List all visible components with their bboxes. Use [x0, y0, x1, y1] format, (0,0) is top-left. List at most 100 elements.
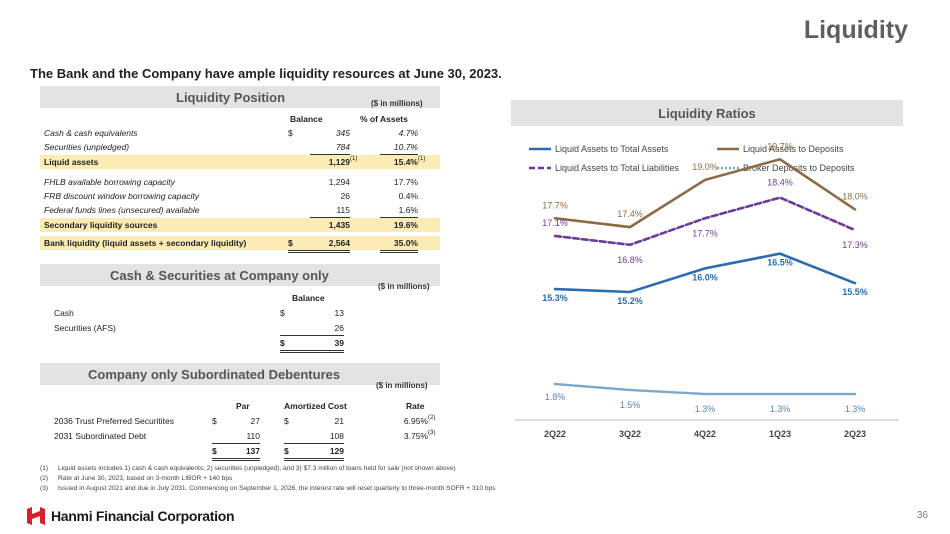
- row-pct: 1.6%: [398, 205, 418, 215]
- company-logo: Hanmi Financial Corporation: [26, 506, 235, 526]
- data-label: 1.5%: [620, 400, 641, 410]
- table-row: Securities (AFS) 26: [40, 321, 440, 335]
- footnote-ref: (3): [428, 430, 436, 436]
- table-row: Cash $ 13: [40, 306, 440, 320]
- currency-symbol: $: [212, 446, 217, 456]
- row-pct: 19.6%: [393, 220, 418, 230]
- legend-label: Liquid Assets to Total Liabilities: [555, 163, 679, 173]
- footnote-item: (3) Issued in August 2021 and due in July…: [40, 485, 496, 492]
- row-label: Securities (AFS): [54, 323, 116, 333]
- footnote-ref: (2): [428, 415, 436, 421]
- footnote-item: (1) Liquid assets includes 1) cash & cash…: [40, 465, 456, 472]
- subtotal-rule: [280, 335, 344, 336]
- row-rate: 3.75%: [403, 431, 428, 441]
- row-label: 2036 Trust Preferred Securitites: [54, 416, 175, 426]
- liquidity-position-table: Balance % of Assets Cash & cash equivale…: [40, 112, 440, 254]
- series-line: [553, 252, 857, 294]
- row-label: FHLB available borrowing capacity: [44, 177, 175, 187]
- chart-plot-area: 15.3% 15.2% 16.0% 16.5% 15.5% 17.7% 17.4% 19.0%…: [542, 141, 868, 414]
- series-line: [553, 382, 857, 396]
- data-label: 18.0%: [842, 191, 868, 201]
- table-row: Cash & cash equivalents $ 345 4.7%: [40, 126, 440, 140]
- row-pct: 10.7%: [393, 142, 418, 152]
- footnote-item: (2) Rate at June 30, 2023, based on 3-mon…: [40, 475, 233, 482]
- data-label: 19.7%: [767, 141, 793, 151]
- data-label: 17.7%: [542, 200, 568, 210]
- subtotal-rule: [284, 443, 344, 444]
- x-tick-label: 1Q23: [769, 429, 791, 439]
- data-label: 16.0%: [692, 272, 718, 282]
- page-subtitle: The Bank and the Company have ample liqu…: [30, 66, 502, 81]
- currency-symbol: $: [280, 338, 285, 348]
- chart-legend: Liquid Assets to Total Assets Liquid Asse…: [529, 144, 855, 173]
- col-rate-header: Rate: [406, 401, 425, 411]
- x-tick-label: 4Q22: [694, 429, 716, 439]
- subordinated-table: Par Amortized Cost Rate 2036 Trust Prefe…: [40, 399, 440, 461]
- total-double-rule: [212, 458, 260, 461]
- subtotal-rule: [380, 154, 418, 155]
- data-label: 15.5%: [842, 287, 868, 297]
- row-label: Bank liquidity (liquid assets + secondar…: [44, 238, 247, 248]
- row-balance: 115: [336, 205, 350, 215]
- cash-securities-title: Cash & Securities at Company only: [110, 268, 329, 283]
- table-header-row: Balance % of Assets: [40, 112, 440, 126]
- data-label: 1.3%: [845, 404, 866, 414]
- data-label: 1.3%: [770, 404, 791, 414]
- row-par: 110: [246, 431, 260, 441]
- data-label: 1.3%: [695, 404, 716, 414]
- row-rate: 6.95%: [403, 416, 428, 426]
- liquidity-position-title: Liquidity Position: [176, 90, 286, 105]
- row-label: 2031 Subordinated Debt: [54, 431, 147, 441]
- cash-securities-band: [40, 264, 440, 286]
- row-amortized: 21: [334, 416, 344, 426]
- currency-symbol: $: [284, 416, 289, 426]
- table-row-highlight: Secondary liquidity sources 1,435 19.6%: [40, 218, 440, 232]
- currency-symbol: $: [288, 128, 293, 138]
- cash-securities-table: Balance Cash $ 13 Securities (AFS) 26 $ …: [40, 291, 440, 353]
- currency-symbol: $: [284, 446, 289, 456]
- row-label: Secondary liquidity sources: [44, 220, 158, 230]
- row-label: Liquid assets: [44, 157, 99, 167]
- row-balance: 784: [335, 142, 350, 152]
- col-balance-header: Balance: [292, 293, 325, 303]
- table-header-row: Balance: [40, 291, 440, 305]
- table-row-total: $ 137 $ 129: [40, 444, 440, 458]
- table-row: Federal funds lines (unsecured) availabl…: [40, 203, 440, 217]
- row-amortized: 108: [329, 431, 344, 441]
- total-double-rule: [288, 250, 350, 253]
- col-pct-header: % of Assets: [360, 114, 408, 124]
- table-header-row: Par Amortized Cost Rate: [40, 399, 440, 413]
- footnote-ref: (1): [350, 156, 358, 162]
- x-tick-label: 2Q22: [544, 429, 566, 439]
- cash-securities-units: ($ in millions): [378, 282, 430, 291]
- subordinated-title: Company only Subordinated Debentures: [88, 367, 341, 382]
- row-balance: 2,564: [328, 238, 350, 248]
- row-balance: 1,294: [328, 177, 350, 187]
- table-row-highlight: Liquid assets 1,129 (1) 15.4% (1): [40, 155, 440, 169]
- row-label: FRB discount window borrowing capacity: [44, 191, 199, 201]
- company-name: Hanmi Financial Corporation: [51, 508, 235, 524]
- row-pct: 15.4%: [393, 157, 418, 167]
- subtotal-rule: [212, 443, 260, 444]
- table-row: FRB discount window borrowing capacity 2…: [40, 189, 440, 203]
- page-number: 36: [916, 510, 928, 521]
- row-total-amortized: 129: [329, 446, 344, 456]
- col-par-header: Par: [236, 401, 250, 411]
- data-label: 15.3%: [542, 293, 568, 303]
- row-pct: 35.0%: [393, 238, 418, 248]
- table-row-total: $ 39: [40, 336, 440, 350]
- liquidity-ratios-chart: Liquidity Ratios Liquid Assets to Total …: [511, 100, 903, 439]
- col-amortized-header: Amortized Cost: [284, 401, 347, 411]
- row-label: Securities (unpledged): [44, 142, 130, 152]
- subtotal-rule: [310, 217, 350, 218]
- x-tick-label: 2Q23: [844, 429, 866, 439]
- table-row-total: Bank liquidity (liquid assets + secondar…: [40, 236, 440, 250]
- data-label: 17.7%: [692, 228, 718, 238]
- row-balance: 26: [340, 191, 350, 201]
- table-row: 2031 Subordinated Debt 110 108 3.75% (3): [40, 429, 440, 443]
- legend-label: Liquid Assets to Deposits: [743, 144, 844, 154]
- data-label: 16.5%: [767, 258, 793, 268]
- currency-symbol: $: [212, 416, 217, 426]
- table-row: Securities (unpledged) 784 10.7%: [40, 140, 440, 154]
- liquidity-position-units: ($ in millions): [371, 99, 423, 108]
